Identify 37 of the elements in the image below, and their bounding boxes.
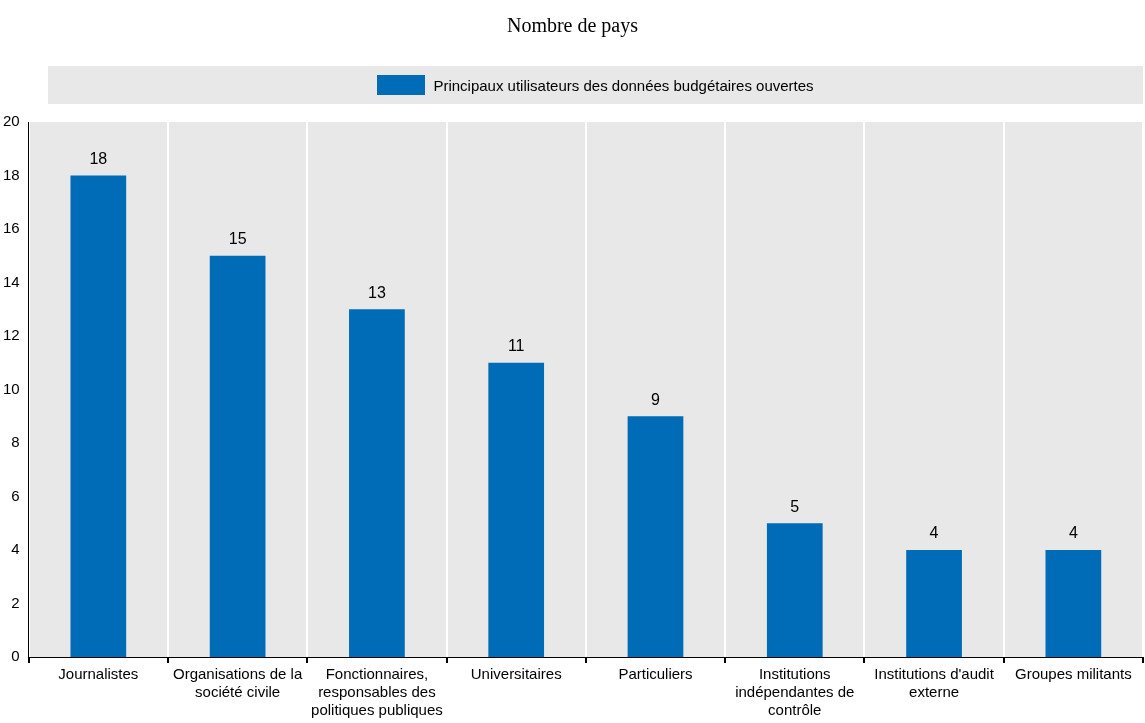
bar bbox=[488, 362, 545, 657]
data-label: 9 bbox=[651, 390, 661, 408]
bar bbox=[627, 416, 684, 657]
x-tick-label: Institutions indépendantes de contrôle bbox=[735, 665, 855, 719]
data-label: 15 bbox=[228, 230, 247, 248]
bar bbox=[349, 309, 405, 657]
x-tick-label: Organisations de la société civile bbox=[172, 665, 303, 701]
x-tick-label: Institutions d'audit externe bbox=[874, 665, 995, 701]
data-label: 5 bbox=[790, 497, 800, 515]
data-label: 18 bbox=[89, 149, 108, 167]
bar bbox=[906, 550, 962, 657]
x-tick-label: Fonctionnaires, responsables des politiques publiques bbox=[311, 665, 443, 719]
data-label: 13 bbox=[368, 283, 386, 301]
chart-title: Nombre de pays bbox=[505, 14, 640, 37]
y-tick-label: 6 bbox=[11, 486, 20, 504]
x-tick-label: Journalistes bbox=[58, 665, 139, 683]
x-tick-label: Particuliers bbox=[618, 665, 693, 683]
bar bbox=[766, 523, 823, 657]
x-tick-label: Universitaires bbox=[470, 665, 562, 683]
bar bbox=[1045, 550, 1102, 657]
y-tick-label: 4 bbox=[11, 540, 20, 558]
bar bbox=[209, 255, 266, 657]
y-tick-label: 12 bbox=[3, 326, 20, 344]
data-label: 4 bbox=[929, 524, 939, 542]
y-tick-label: 0 bbox=[11, 647, 20, 665]
y-tick-label: 20 bbox=[3, 112, 20, 130]
y-tick-label: 2 bbox=[11, 593, 20, 611]
y-tick-label: 16 bbox=[3, 219, 20, 237]
y-tick-label: 14 bbox=[3, 272, 20, 290]
data-label: 4 bbox=[1068, 524, 1078, 542]
x-tick-label: Groupes militants bbox=[1015, 665, 1132, 683]
y-tick-label: 18 bbox=[3, 165, 20, 183]
data-label: 11 bbox=[507, 337, 525, 355]
y-tick-label: 10 bbox=[3, 379, 20, 397]
legend-label: Principaux utilisateurs des données budgétaires ouvertes bbox=[433, 76, 814, 94]
bar bbox=[70, 175, 127, 657]
y-tick-label: 8 bbox=[11, 433, 20, 451]
